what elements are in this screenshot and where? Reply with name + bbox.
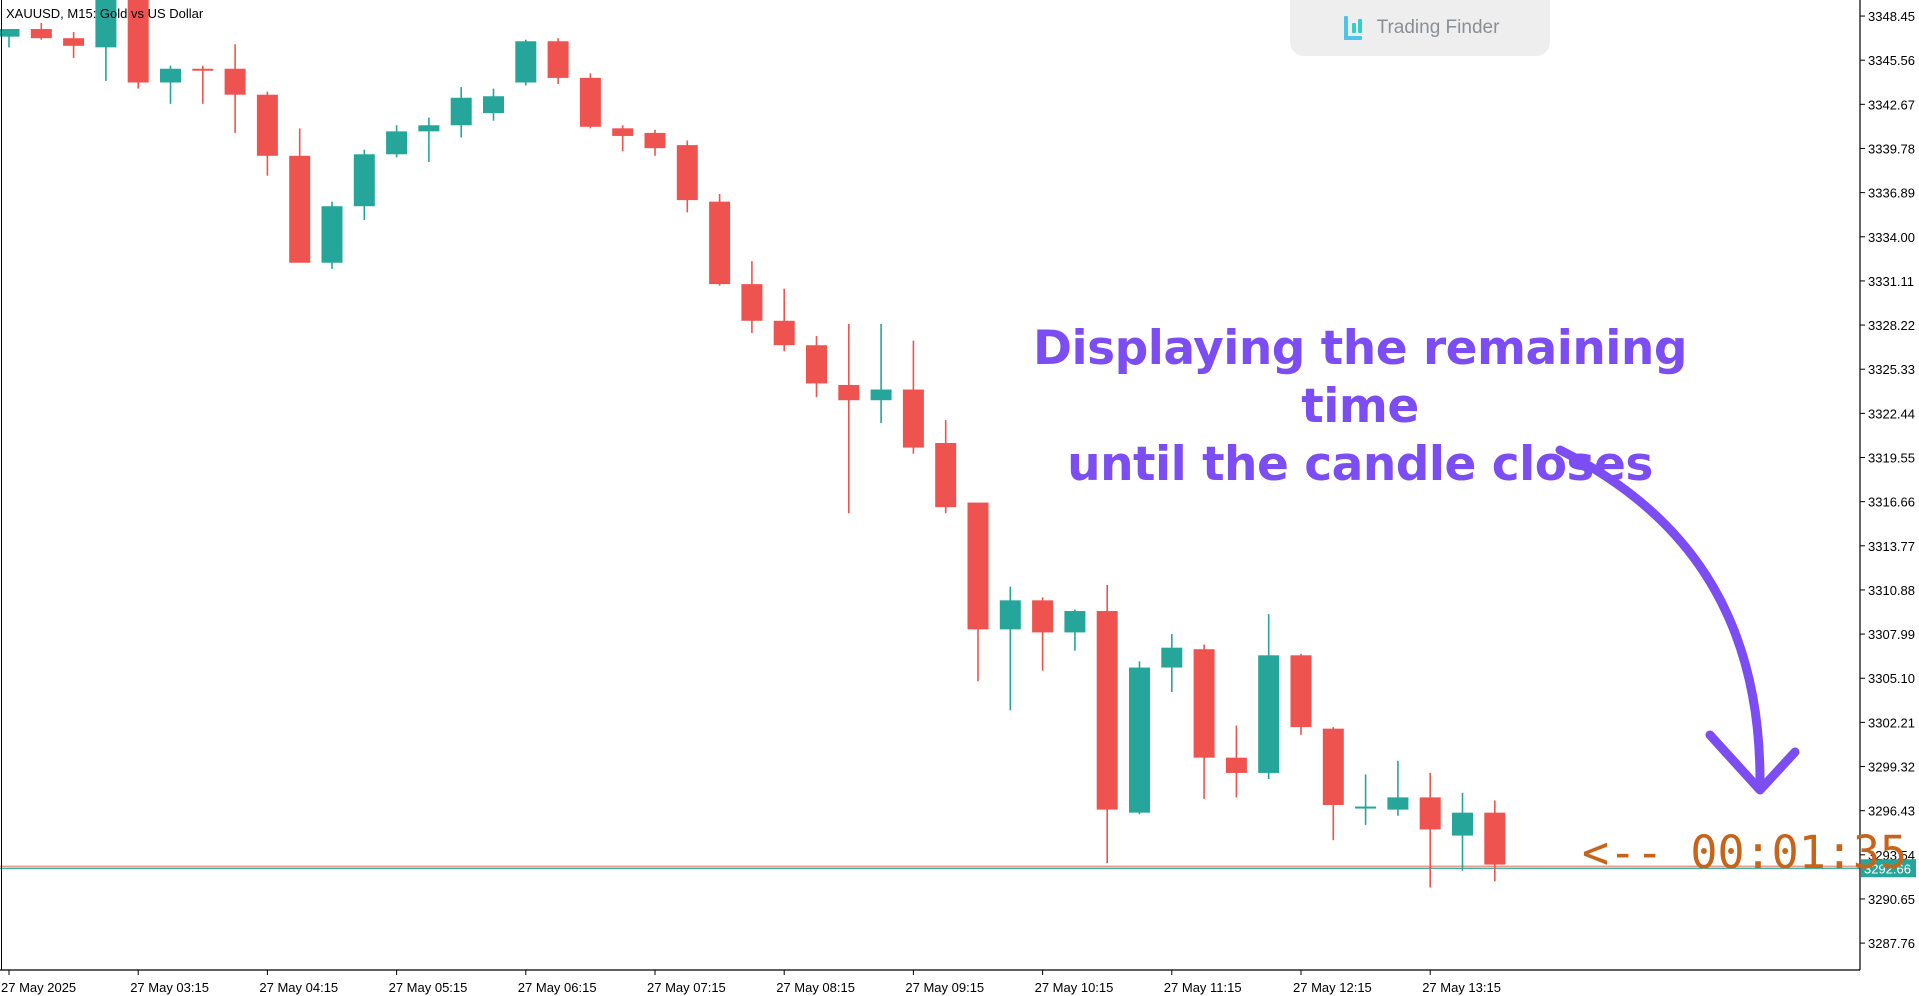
candle-body	[999, 600, 1021, 630]
x-tick-label: 27 May 06:15	[518, 980, 597, 995]
x-tick-label: 27 May 10:15	[1035, 980, 1114, 995]
x-tick-label: 27 May 11:15	[1164, 980, 1242, 995]
candle-body	[1225, 757, 1247, 773]
candle-body	[256, 94, 278, 156]
y-tick-label: 3339.78	[1868, 141, 1915, 156]
x-tick-label: 27 May 04:15	[259, 980, 338, 995]
candle-body	[644, 132, 666, 149]
candle-body	[1322, 728, 1344, 806]
candle-body	[483, 96, 504, 114]
candle-body	[1161, 647, 1183, 668]
y-tick-label: 3345.56	[1868, 53, 1915, 68]
trading-finder-logo-icon	[1343, 16, 1362, 40]
x-tick-label: 27 May 12:15	[1293, 980, 1372, 995]
x-tick-label: 27 May 2025	[1, 980, 76, 995]
y-tick-label: 3299.32	[1868, 760, 1915, 775]
candle-body	[1064, 611, 1086, 633]
candle-body	[95, 0, 117, 48]
candle-body	[1387, 797, 1409, 810]
candle-body	[579, 77, 601, 127]
candle-body	[289, 155, 311, 263]
candle-body	[1484, 812, 1506, 865]
y-tick-label: 3310.88	[1868, 583, 1915, 598]
candle-body	[1096, 611, 1118, 810]
y-tick-label: 3322.44	[1868, 406, 1915, 421]
y-tick-label: 3290.65	[1868, 892, 1915, 907]
candle-body	[515, 41, 537, 83]
candle-body	[30, 29, 52, 39]
candle-body	[709, 201, 731, 285]
candle-body	[1355, 806, 1377, 809]
current-price-label: 3292.66	[1864, 861, 1911, 876]
y-tick-label: 3325.33	[1868, 362, 1915, 377]
annotation-line-1: Displaying the remaining time	[1032, 321, 1688, 434]
y-tick-label: 3307.99	[1868, 627, 1915, 642]
candle-body	[353, 154, 375, 207]
x-tick-label: 27 May 13:15	[1422, 980, 1501, 995]
annotation-line-2: until the candle closes	[1067, 437, 1653, 492]
candle-body	[1290, 655, 1312, 728]
x-tick-label: 27 May 05:15	[389, 980, 468, 995]
y-tick-label: 3302.21	[1868, 715, 1915, 730]
chart-title: XAUUSD, M15: Gold vs US Dollar	[6, 6, 204, 21]
current-price-box	[1861, 859, 1916, 878]
y-tick-label: 3334.00	[1868, 230, 1915, 245]
candle-body	[902, 389, 924, 448]
candle-body	[967, 502, 989, 630]
candle-body	[1419, 797, 1441, 830]
candle-body	[192, 68, 214, 71]
candle-body	[418, 125, 440, 132]
candle-body	[870, 389, 892, 401]
candle-body	[63, 38, 85, 46]
y-tick-label: 3331.11	[1868, 274, 1914, 289]
y-tick-label: 3313.77	[1868, 539, 1915, 554]
y-tick-label: 3287.76	[1868, 936, 1915, 951]
x-tick-label: 27 May 08:15	[776, 980, 855, 995]
y-tick-label: 3296.43	[1868, 804, 1915, 819]
candle-body	[838, 384, 860, 401]
y-tick-label: 3319.55	[1868, 451, 1915, 466]
candle-body	[0, 29, 20, 37]
curved-arrow-icon	[1555, 445, 1765, 785]
y-tick-label: 3305.10	[1868, 671, 1915, 686]
y-tick-label: 3336.89	[1868, 186, 1915, 201]
candle-body	[1032, 600, 1054, 633]
y-tick-label: 3328.22	[1868, 318, 1915, 333]
x-tick-label: 27 May 09:15	[905, 980, 984, 995]
candle-body	[160, 68, 181, 83]
y-tick-label: 3342.67	[1868, 97, 1915, 112]
candle-body	[224, 68, 246, 95]
candle-body	[741, 284, 763, 321]
candle-body	[127, 0, 149, 83]
candle-countdown-timer: <-- 00:01:35	[1582, 826, 1908, 879]
candle-body	[612, 128, 634, 136]
candle-body	[806, 345, 827, 384]
x-tick-label: 27 May 07:15	[647, 980, 726, 995]
x-tick-label: 27 May 03:15	[130, 980, 209, 995]
y-tick-label: 3348.45	[1868, 9, 1915, 24]
y-tick-label: 3293.54	[1868, 848, 1915, 863]
y-tick-label: 3316.66	[1868, 495, 1915, 510]
candle-body	[935, 442, 957, 508]
arrow-head-icon	[1705, 730, 1800, 795]
candle-body	[676, 145, 698, 201]
annotation-text: Displaying the remaining time until the …	[1000, 320, 1720, 494]
candle-body	[450, 97, 472, 126]
candle-body	[547, 41, 569, 78]
candle-body	[1258, 655, 1280, 773]
candle-body	[1452, 812, 1473, 836]
candle-body	[386, 131, 408, 155]
logo-text: Trading Finder	[1376, 17, 1500, 38]
candle-body	[321, 206, 343, 263]
trading-finder-logo: Trading Finder	[1290, 0, 1550, 56]
candle-body	[773, 320, 795, 346]
candle-body	[1193, 649, 1215, 758]
candle-body	[1129, 667, 1150, 813]
